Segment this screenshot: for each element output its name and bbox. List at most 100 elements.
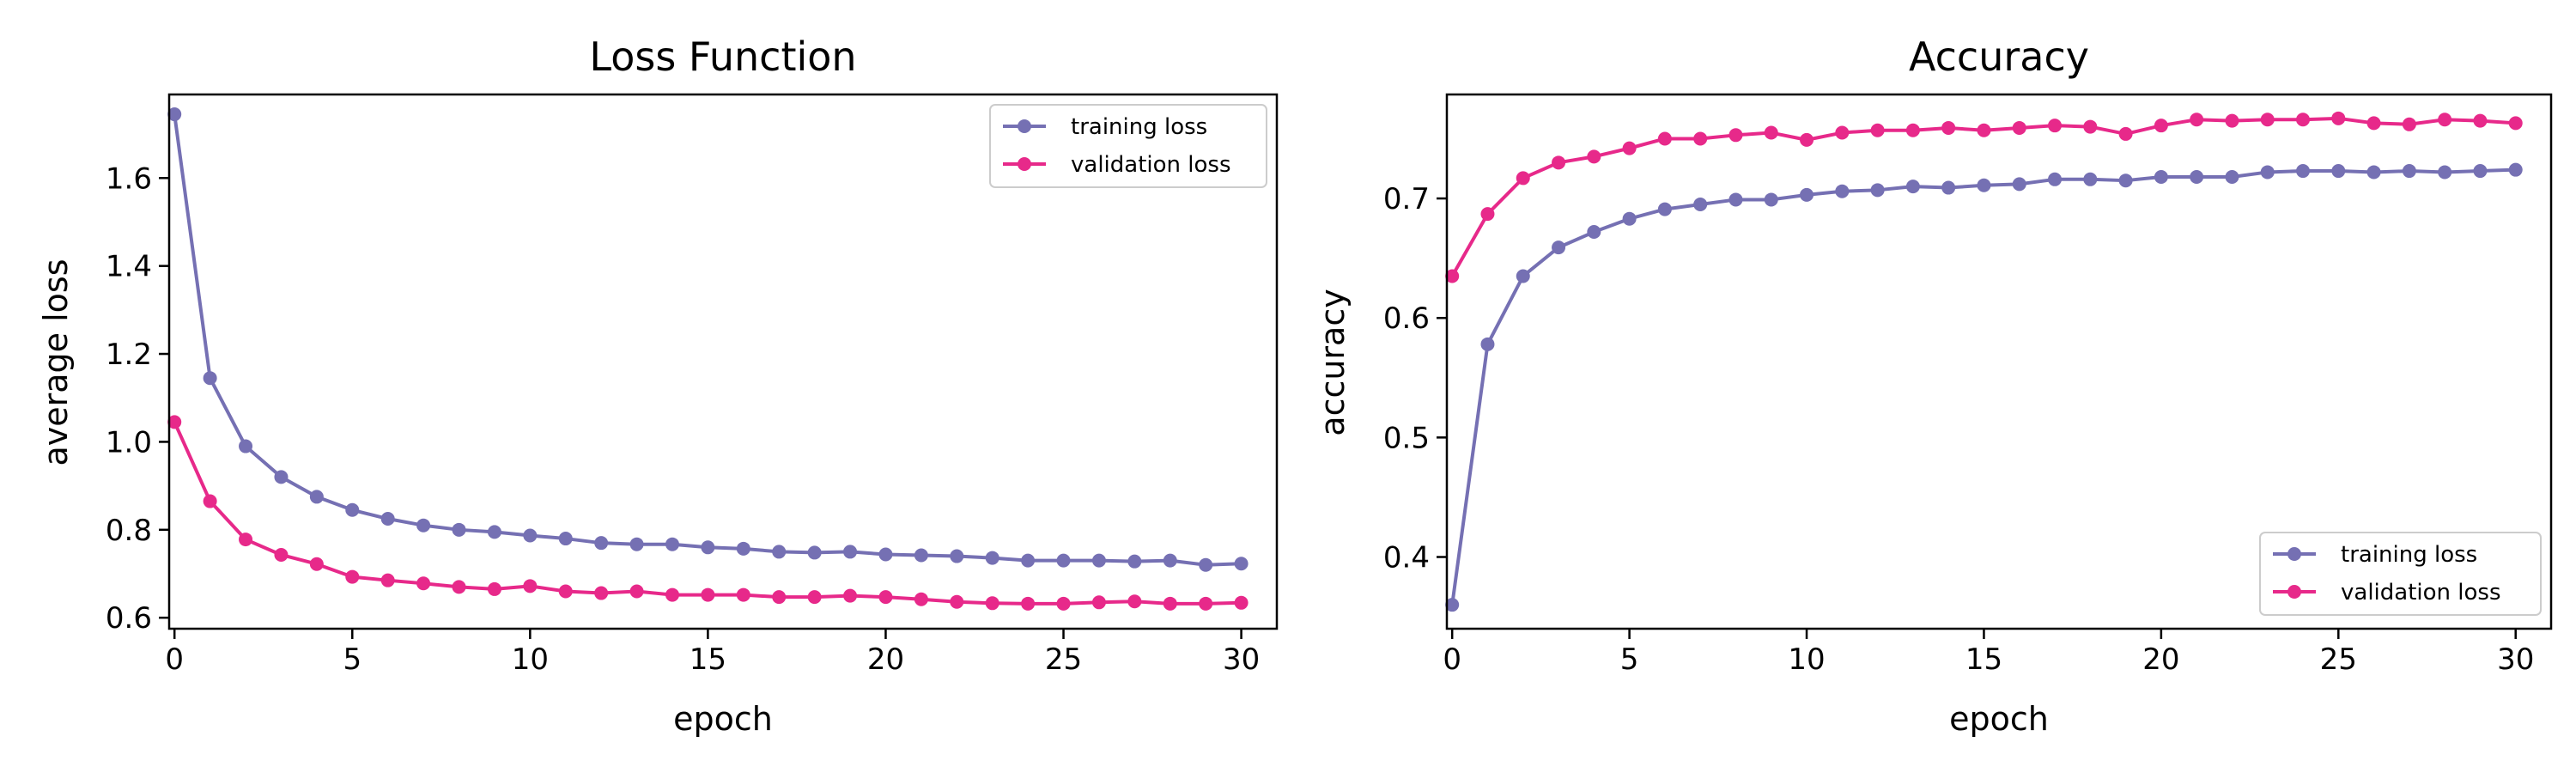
data-point-validation [309,557,324,571]
data-point-training [1163,553,1177,568]
data-point-training [665,537,679,551]
data-point-validation [1941,120,1956,135]
data-point-training [2012,177,2026,192]
legend-label-validation: validation loss [1071,152,1231,178]
data-point-training [274,470,289,484]
data-point-training [345,502,360,517]
data-point-training [736,541,750,556]
y-axis-label: accuracy [1314,289,1352,435]
data-point-validation [167,415,182,429]
x-tick-label: 25 [2320,642,2357,677]
legend-label-validation: validation loss [2341,580,2501,606]
data-point-training [2083,172,2098,186]
chart-title: Accuracy [1909,33,2089,80]
legend-marker-validation [1018,157,1031,171]
data-point-training [416,518,431,533]
chart-title: Loss Function [589,33,856,80]
legend-label-training: training loss [2341,542,2477,568]
data-point-training [2190,170,2204,185]
data-point-training [2366,165,2381,180]
data-point-training [1127,554,1142,569]
y-tick-label: 0.8 [106,514,152,548]
x-tick-label: 30 [2497,642,2534,677]
data-point-training [2225,170,2239,185]
y-tick-label: 1.4 [106,250,152,284]
data-point-validation [878,590,893,605]
data-point-validation [665,587,679,602]
data-point-training [1800,187,1814,202]
x-tick-label: 30 [1223,642,1260,677]
legend: training loss validation loss [989,104,1267,188]
data-point-validation [274,547,289,562]
data-point-training [2296,164,2311,179]
data-point-validation [203,494,217,508]
data-point-training [772,545,787,559]
data-point-training [1728,192,1743,207]
data-point-validation [1693,131,1708,146]
data-point-training [309,490,324,504]
data-point-validation [1480,207,1495,222]
data-point-training [2473,164,2488,179]
data-point-training [2260,165,2275,180]
x-tick-label: 15 [1965,642,2002,677]
y-tick-label: 1.0 [106,425,152,460]
x-tick-label: 15 [690,642,726,677]
data-point-validation [2260,113,2275,127]
data-point-validation [1091,595,1106,610]
plot-marks [1445,111,2523,612]
data-point-validation [843,588,858,603]
data-point-training [1199,557,1213,572]
data-point-validation [594,586,609,600]
data-point-validation [2012,120,2026,135]
x-axis-label: epoch [1949,700,2049,738]
data-point-validation [1021,596,1036,611]
data-point-validation [2083,119,2098,134]
x-axis-label: epoch [673,700,773,738]
data-point-training [380,512,395,526]
data-point-validation [2154,119,2168,133]
data-point-validation [1163,596,1177,611]
data-point-training [452,522,466,537]
axis-ticks: 0 5 10 15 20 25 30 0.6 0.8 1.0 1.2 1.4 1.6 [106,161,1260,677]
legend-label-training: training loss [1071,114,1207,140]
data-point-training [1091,553,1106,568]
data-point-training [558,532,573,546]
x-tick-label: 10 [1788,642,1825,677]
data-point-training [1587,225,1601,240]
x-tick-label: 5 [1620,642,1639,677]
data-point-validation [452,580,466,594]
data-point-validation [1657,131,1672,146]
data-point-validation [1764,125,1778,140]
x-tick-label: 25 [1045,642,1082,677]
data-point-validation [1199,596,1213,611]
data-point-training [1693,198,1708,212]
data-point-validation [2118,126,2133,141]
data-point-training [203,371,217,386]
data-point-training [2154,170,2168,185]
data-point-validation [772,590,787,605]
data-point-validation [2402,117,2416,131]
data-point-validation [736,587,750,602]
data-point-training [1835,184,1850,198]
data-point-training [1234,557,1249,571]
data-point-training [985,551,999,565]
data-point-training [2402,164,2416,179]
data-point-training [701,540,715,555]
data-point-training [2508,162,2523,177]
plot-marks [167,107,1249,611]
data-point-validation [1516,171,1530,186]
data-point-training [1977,178,1991,192]
data-point-training [1445,598,1460,612]
loss-chart: Loss Function epoch average loss 0 5 10 15 2… [37,33,1279,738]
accuracy-chart: Accuracy epoch accuracy 0 5 10 15 20 25 300.40… [1314,33,2553,738]
data-point-training [2438,165,2452,180]
data-point-validation [416,576,431,591]
y-tick-label: 0.6 [106,601,152,636]
data-point-validation [1552,155,1566,170]
y-tick-label: 0.4 [1383,541,1430,575]
data-point-validation [2225,113,2239,128]
data-point-training [914,548,928,563]
y-tick-label: 0.5 [1383,421,1430,455]
